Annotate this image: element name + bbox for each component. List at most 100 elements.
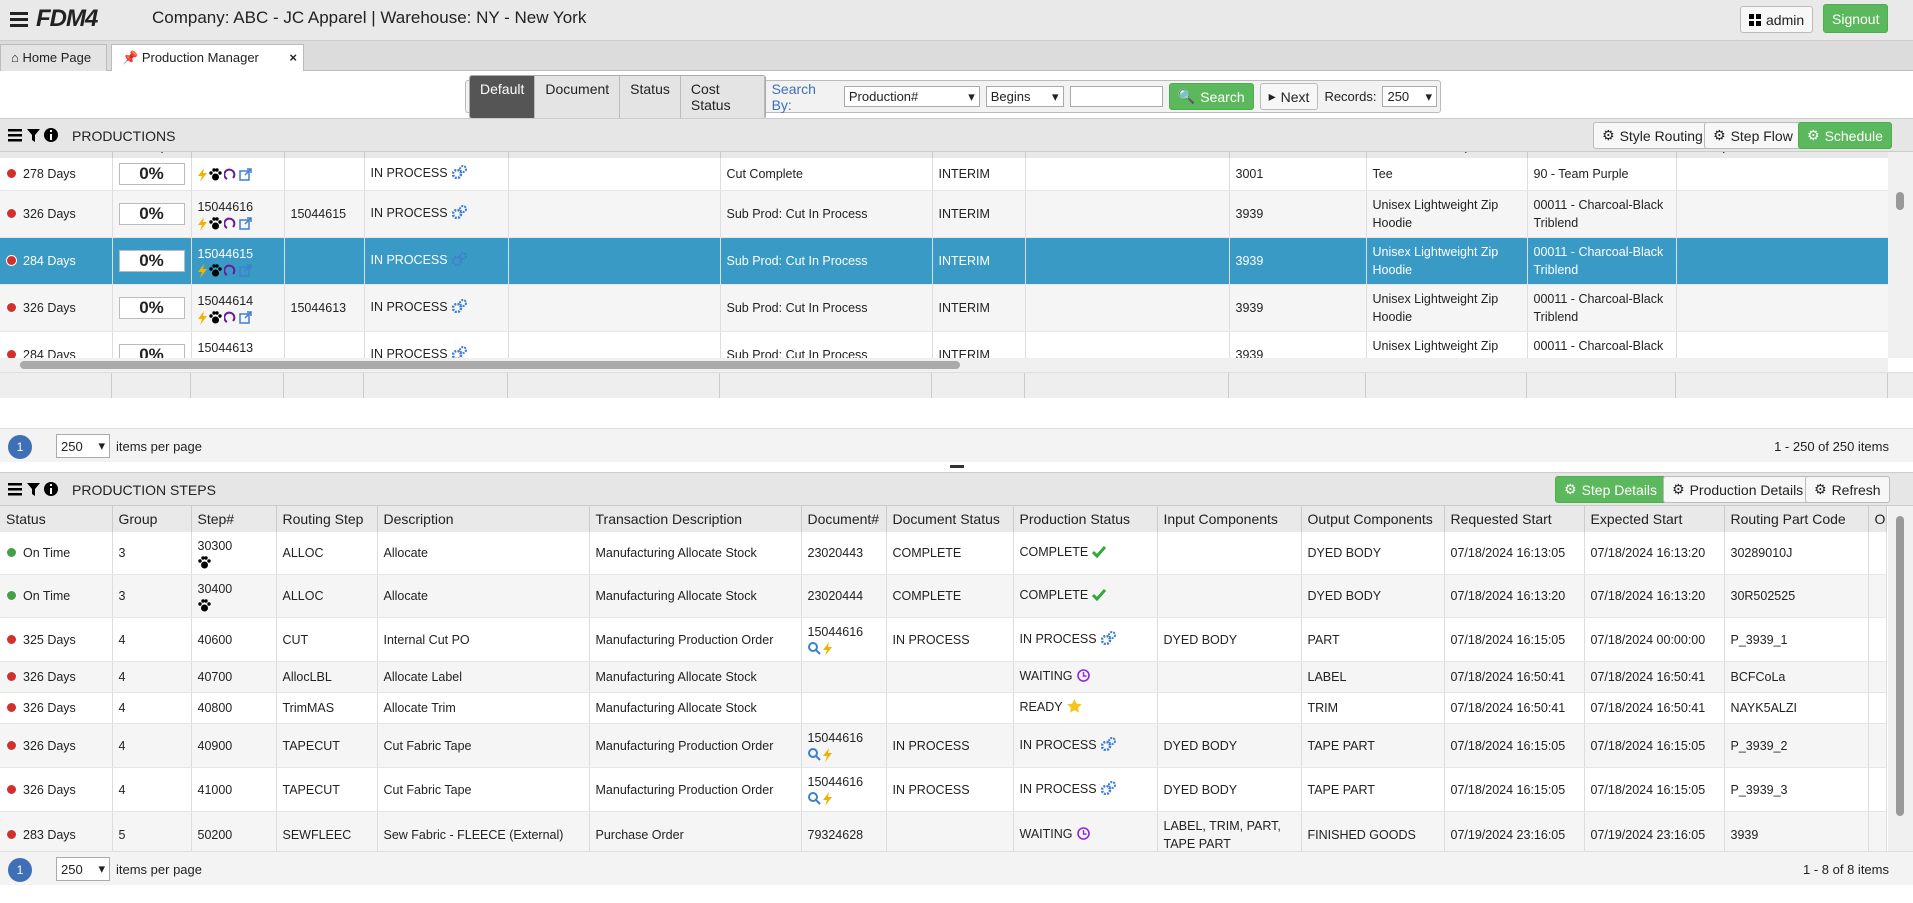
column-header[interactable]: Group (112, 506, 192, 532)
clock-icon (1076, 669, 1090, 682)
panel-button[interactable]: ⚙ Production Details (1663, 476, 1813, 503)
cell-text: 30400 (197, 582, 233, 596)
column-header[interactable]: Document Status (886, 506, 1014, 532)
records-select[interactable]: 250 ▾ (1382, 86, 1437, 107)
column-header[interactable]: Master# (284, 152, 365, 158)
cell: 40800 (191, 692, 277, 724)
column-header[interactable]: Input Components (1157, 506, 1302, 532)
view-button[interactable]: Cost Status (680, 75, 765, 118)
column-header[interactable]: Description (1676, 152, 1888, 158)
cell (284, 331, 365, 358)
table-row[interactable]: 326 Days 0% 15044616 15044615 IN PROCESS Sub … (0, 190, 1888, 238)
cell: 3939 (1229, 190, 1367, 238)
cell-text: 07/18/2024 16:13:20 (1450, 589, 1566, 603)
column-header[interactable]: Transaction Description (589, 506, 802, 532)
menu-icon[interactable] (10, 12, 28, 28)
cell-text: 326 Days (23, 670, 76, 684)
cell: 07/18/2024 16:50:41 (1584, 661, 1725, 693)
column-header[interactable]: User Status (508, 152, 721, 158)
view-button[interactable]: Default (470, 75, 536, 118)
column-header[interactable]: Requested Start (1444, 506, 1585, 532)
table-row[interactable]: 326 Days 4 41000 TAPECUT Cut Fabric Tape Manu… (0, 767, 1887, 812)
column-header[interactable]: Description (377, 506, 590, 532)
paw-icon (208, 167, 222, 180)
column-header[interactable]: Output Components (1301, 506, 1445, 532)
column-header[interactable]: Status (0, 152, 113, 158)
cell: 284 Days (0, 237, 113, 285)
column-header[interactable]: Product Description (1366, 152, 1528, 158)
table-row[interactable]: 326 Days 4 40900 TAPECUT Cut Fabric Tape Manu… (0, 723, 1887, 768)
status-dot (6, 671, 17, 682)
column-header[interactable]: Production Status (1013, 506, 1158, 532)
icon-row (807, 642, 880, 656)
column-header[interactable]: Cost Status (932, 152, 1026, 158)
cell-text: 41000 (197, 782, 233, 797)
table-row[interactable]: 326 Days 0% 15044614 15044613 IN PROCESS Sub … (0, 284, 1888, 332)
records-label: Records: (1324, 89, 1377, 104)
table-row[interactable]: On Time 3 30400 ALLOC Allocate Manufacturing … (0, 574, 1887, 618)
column-header[interactable]: Process Status (720, 152, 933, 158)
per-page-select[interactable]: 250 ▾ (56, 434, 110, 458)
view-button[interactable]: Status (620, 75, 681, 118)
user-button[interactable]: admin (1740, 6, 1814, 33)
panel-button[interactable]: ⚙ Refresh (1805, 476, 1890, 503)
view-button[interactable]: Document (535, 75, 621, 118)
cell-text: TAPE PART (1307, 738, 1375, 753)
page-number[interactable]: 1 (8, 858, 32, 882)
table-row[interactable]: On Time 3 30300 ALLOC Allocate Manufacturing … (0, 532, 1887, 575)
column-header[interactable]: Document# (801, 506, 887, 532)
column-header[interactable]: Product (1229, 152, 1367, 158)
column-header[interactable]: Step# (191, 506, 277, 532)
cell (508, 158, 721, 191)
cell (284, 237, 365, 285)
page-number[interactable]: 1 (8, 435, 32, 459)
search-field[interactable]: Production# ▾ (843, 86, 980, 107)
match-select[interactable]: Begins ▾ (985, 86, 1064, 107)
panel-button[interactable]: ⚙ Schedule (1798, 122, 1892, 149)
cell: Allocate (377, 574, 590, 618)
panel-button-label: Style Routing (1619, 127, 1703, 144)
column-header[interactable]: Op (1868, 506, 1887, 532)
search-input[interactable] (1069, 86, 1163, 107)
table-row[interactable]: 325 Days 4 40600 CUT Internal Cut PO Manufact… (0, 617, 1887, 662)
next-button[interactable]: ▸ Next (1259, 83, 1319, 110)
tab[interactable]: ⌂ Home Page (0, 44, 107, 71)
swirl-icon (223, 264, 235, 276)
table-row[interactable]: 278 Days 0% IN PROCESS Cut Complete INTERIM 3… (0, 158, 1888, 191)
bar-icons[interactable] (8, 481, 68, 497)
cell: INTERIM (932, 331, 1026, 358)
table-row[interactable]: 326 Days 4 40700 AllocLBL Allocate Label Manu… (0, 661, 1887, 693)
column-header[interactable]: Status (0, 506, 113, 532)
search-field-value: Production# (848, 89, 919, 104)
status-dot (6, 255, 17, 266)
panel-button[interactable]: ⚙ Step Flow (1704, 122, 1802, 149)
scroll-thumb (20, 361, 960, 369)
cell: 326 Days (0, 284, 113, 332)
signout-button[interactable]: Signout (1823, 4, 1889, 33)
column-header[interactable]: Product Color (1527, 152, 1677, 158)
column-header[interactable]: Production Status (364, 152, 509, 158)
search-button[interactable]: 🔍 Search (1168, 83, 1254, 110)
column-header[interactable]: Expected Start (1584, 506, 1725, 532)
table-row[interactable]: 326 Days 4 40800 TrimMAS Allocate Trim Manufa… (0, 692, 1887, 724)
column-header[interactable]: %Complete (112, 152, 192, 158)
aggregate-cell (1229, 373, 1366, 398)
column-header[interactable]: Routing Step (276, 506, 378, 532)
status-icon (451, 252, 468, 269)
status-icon (1066, 699, 1082, 716)
column-header[interactable]: Production# (191, 152, 285, 158)
tab[interactable]: 📌 Production Manager × (111, 44, 304, 71)
table-row[interactable]: 284 Days 0% 15044615 IN PROCESS Sub Prod: Cu… (0, 237, 1888, 285)
per-page-select[interactable]: 250 ▾ (56, 857, 110, 881)
column-header[interactable]: Final Check Version (1025, 152, 1230, 158)
cell-text: 284 Days (23, 254, 76, 268)
percent-box: 0% (118, 344, 185, 358)
panel-button[interactable]: ⚙ Step Details (1555, 476, 1667, 503)
column-header[interactable]: Routing Part Code (1724, 506, 1869, 532)
cell-text: 4 (118, 782, 126, 797)
bar-icons[interactable] (8, 127, 68, 143)
link-icon (238, 216, 252, 230)
cell-text: 15044616 (807, 731, 864, 745)
panel-button[interactable]: ⚙ Style Routing (1593, 122, 1712, 149)
table-row[interactable]: 284 Days 0% 15044613 IN PROCESS Sub Prod: Cu… (0, 331, 1888, 358)
